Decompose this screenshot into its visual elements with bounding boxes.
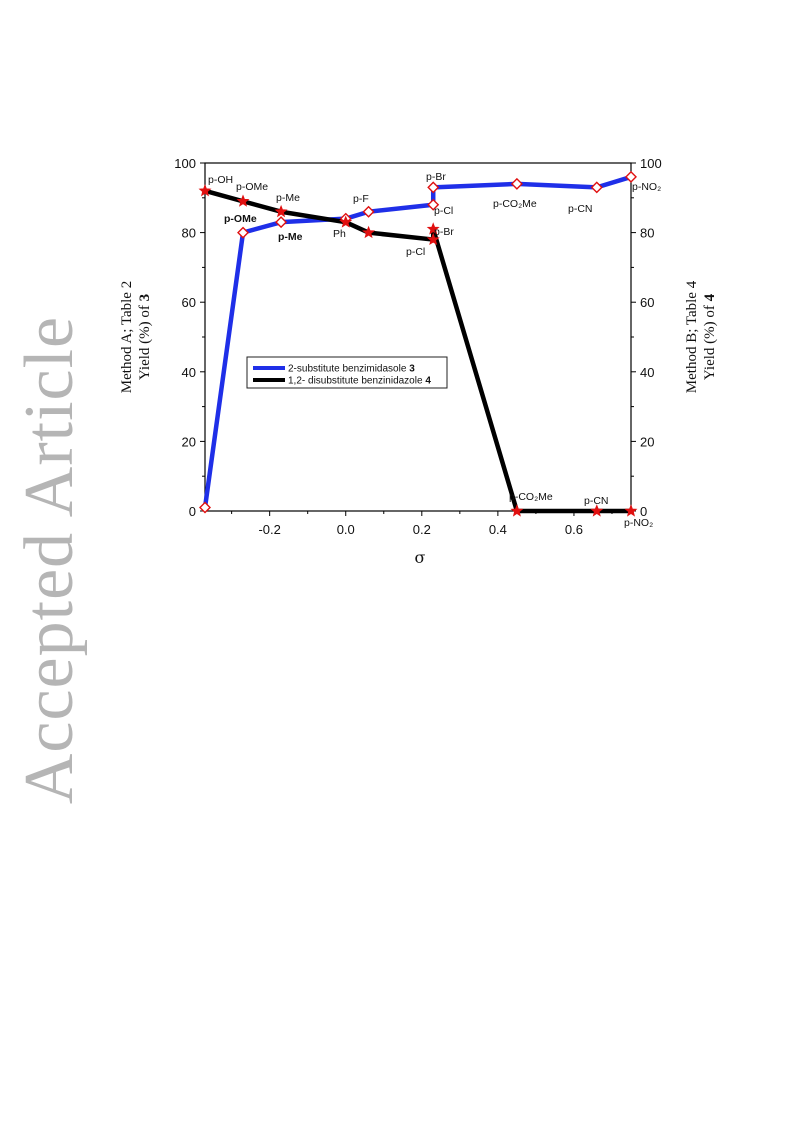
point-annotation: p-Br: [434, 226, 454, 238]
y-axis-label-left-line2-text: Yield (%) of: [137, 301, 153, 380]
point-annotation: p-CN: [568, 203, 593, 215]
legend-label-text: 2-substitute benzimidasole: [288, 364, 409, 375]
x-axis-label: σ: [415, 548, 426, 567]
legend-label-compound: 3: [409, 364, 415, 375]
y-tick-label-left: 80: [182, 226, 196, 241]
y-axis-label-right: Method B; Table 4 Yield (%) of 4: [684, 280, 718, 393]
point-annotation: p-Br: [426, 171, 446, 183]
series-1-point: [427, 181, 440, 194]
point-annotation: p-Cl: [434, 205, 453, 217]
point-annotation: p-OMe: [224, 213, 257, 225]
series-1-point: [427, 198, 440, 211]
y-axis-label-left: Method A; Table 2 Yield (%) of 3: [119, 281, 153, 393]
y-tick-label-right: 100: [640, 156, 662, 171]
series-group: [198, 170, 638, 517]
point-annotation: p-NO₂: [632, 181, 661, 193]
series-2-point: [426, 232, 440, 246]
y-tick-label-left: 20: [182, 434, 196, 449]
series-2-point: [624, 504, 638, 517]
x-tick-label: 0.0: [337, 522, 355, 537]
point-annotation: p-OH: [208, 174, 233, 186]
series-1-point: [275, 216, 288, 229]
legend-label-1: 2-substitute benzimidasole 3: [288, 364, 415, 375]
series-2-point: [590, 504, 604, 517]
y-axis-label-left-line2-compound: 3: [137, 294, 153, 302]
series-line-2: [202, 188, 634, 514]
y-axis-label-left-line1: Method A; Table 2: [119, 281, 135, 393]
series-2-point: [510, 504, 524, 517]
series-2-point: [339, 215, 353, 228]
y-tick-label-right: 40: [640, 365, 654, 380]
y-axis-label-left-line2: Yield (%) of 3: [137, 294, 153, 380]
series-line-1: [202, 174, 634, 510]
legend-label-text: 1,2- disubstitute benzinidazole: [288, 376, 425, 387]
series-2-point: [198, 183, 212, 197]
series-2-point: [426, 222, 440, 235]
series-2-point: [236, 194, 250, 207]
legend-label-compound: 4: [425, 376, 431, 387]
series-1-point: [237, 226, 250, 239]
point-annotation: p-Me: [278, 231, 303, 243]
legend: 2-substitute benzimidasole 31,2- disubst…: [246, 356, 448, 389]
y-tick-label-right: 20: [640, 434, 654, 449]
point-annotation: Ph: [333, 228, 346, 240]
y-axis-label-right-line2-compound: 4: [702, 293, 718, 301]
point-annotation: p-CO₂Me: [493, 198, 537, 210]
y-tick-label-left: 60: [182, 295, 196, 310]
series-1-point: [625, 170, 637, 183]
point-annotation: p-Me: [276, 192, 300, 204]
series-2-point: [362, 225, 376, 239]
point-annotation: p-CO₂Me: [509, 491, 553, 503]
point-annotation: p-OMe: [236, 181, 268, 193]
legend-box: [246, 356, 448, 389]
series-1-point: [510, 177, 523, 190]
point-annotation: p-CN: [584, 495, 609, 507]
y-tick-label-left: 100: [174, 156, 196, 171]
plot-frame: [204, 162, 632, 512]
y-tick-label-left: 0: [189, 504, 196, 519]
x-tick-label: 0.2: [413, 522, 431, 537]
series-1-point: [199, 501, 211, 514]
series-1-point: [362, 205, 375, 218]
x-tick-label: 0.4: [489, 522, 507, 537]
y-axis-label-right-line2-text: Yield (%) of: [702, 301, 718, 380]
y-tick-label-left: 40: [182, 365, 196, 380]
point-annotation: p-NO₂: [624, 517, 653, 529]
y-tick-label-right: 60: [640, 295, 654, 310]
y-tick-label-right: 80: [640, 226, 654, 241]
x-tick-label: -0.2: [258, 522, 280, 537]
x-tick-label: 0.6: [565, 522, 583, 537]
series-2-point: [274, 204, 288, 218]
y-axis-label-right-line1: Method B; Table 4: [684, 280, 700, 393]
series-1-point: [590, 181, 603, 194]
point-annotation: p-Cl: [406, 246, 425, 258]
legend-label-2: 1,2- disubstitute benzinidazole 4: [288, 376, 431, 387]
y-tick-label-right: 0: [640, 504, 647, 519]
y-axis-label-right-line2: Yield (%) of 4: [702, 293, 718, 380]
point-annotation: p-F: [353, 193, 369, 205]
